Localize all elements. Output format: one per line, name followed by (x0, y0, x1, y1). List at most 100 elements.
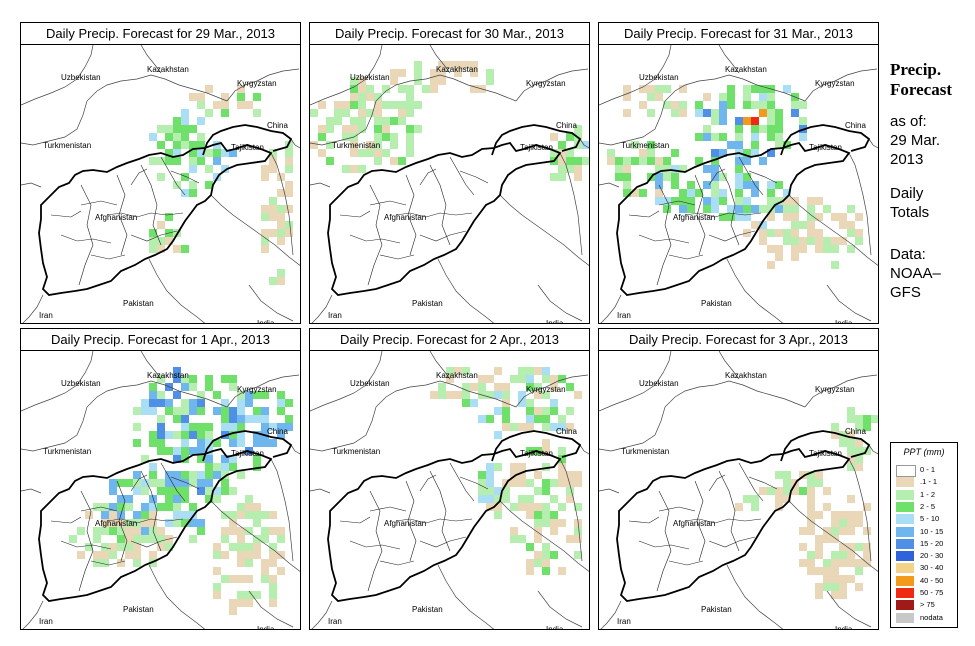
precip-cell (767, 109, 775, 117)
precip-cell (285, 415, 293, 423)
precip-cell (430, 69, 438, 77)
precip-cell (767, 213, 775, 221)
precip-cell (358, 165, 366, 173)
province-border (349, 540, 401, 550)
precip-cell (623, 181, 631, 189)
precip-cell (574, 551, 582, 559)
precip-cell (229, 487, 237, 495)
map-label-kyrgyzstan: Kyrgyzstan (526, 79, 566, 88)
map-label-india: India (546, 319, 564, 324)
precip-cell (197, 447, 205, 455)
precip-cell (767, 133, 775, 141)
precip-cell (157, 487, 165, 495)
country-border (718, 45, 740, 74)
precip-cell (502, 407, 510, 415)
precip-cell (534, 367, 542, 375)
precip-cell (149, 407, 157, 415)
precip-cell (261, 423, 269, 431)
precip-cell (253, 415, 261, 423)
precip-cell (197, 439, 205, 447)
map-label-pakistan: Pakistan (701, 605, 732, 614)
precip-cell (558, 165, 566, 173)
precip-cell (823, 237, 831, 245)
precip-cell (165, 447, 173, 455)
panel-title: Daily Precip. Forecast for 31 Mar., 2013 (599, 23, 878, 45)
precip-cell (197, 407, 205, 415)
legend-label: 30 - 40 (920, 563, 944, 573)
precip-cell (550, 423, 558, 431)
precip-cell (245, 599, 253, 607)
precip-cell (518, 375, 526, 383)
legend-label: nodata (920, 612, 943, 622)
province-border (140, 470, 162, 552)
precip-cell (534, 551, 542, 559)
precip-cell (542, 543, 550, 551)
precip-cell (285, 165, 293, 173)
precip-cell (141, 487, 149, 495)
precip-cell (615, 165, 623, 173)
precip-cell (181, 447, 189, 455)
country-border (22, 294, 44, 323)
precip-cell (510, 503, 518, 511)
country-border (311, 294, 333, 323)
precip-cell (847, 245, 855, 253)
country-border (718, 351, 740, 380)
precip-cell (486, 375, 494, 383)
precip-cell (719, 93, 727, 101)
precip-cell (671, 165, 679, 173)
precip-cell (815, 567, 823, 575)
precip-cell (711, 133, 719, 141)
precip-cell (847, 221, 855, 229)
precip-cell (743, 85, 751, 93)
legend-swatch (896, 538, 914, 549)
precip-cell (462, 61, 470, 69)
precip-cell (510, 423, 518, 431)
province-border (405, 174, 417, 256)
precip-cell (390, 77, 398, 85)
precip-cell (197, 519, 205, 527)
province-border (80, 200, 118, 206)
precip-cell (221, 423, 229, 431)
country-border (579, 444, 589, 455)
precip-cell (807, 495, 815, 503)
precip-cell (237, 535, 245, 543)
precip-cell (181, 141, 189, 149)
precip-cell (574, 535, 582, 543)
map-label-tajikistan: Tajikistan (231, 143, 264, 152)
precip-cell (269, 149, 277, 157)
precip-cell (727, 141, 735, 149)
country-border (537, 590, 583, 628)
precip-cell (285, 181, 293, 189)
precip-cell (671, 173, 679, 181)
side-title: Precip. Forecast (890, 60, 952, 100)
precip-cell (542, 503, 550, 511)
precip-cell (229, 511, 237, 519)
precip-cell (261, 415, 269, 423)
precip-cell (334, 101, 342, 109)
country-border (21, 74, 228, 146)
precip-cell (799, 487, 807, 495)
precip-cell (719, 213, 727, 221)
precip-cell (277, 407, 285, 415)
precip-cell (831, 519, 839, 527)
precip-cell (831, 559, 839, 567)
precip-cell (839, 543, 847, 551)
precip-cell (542, 447, 550, 455)
precip-cell (526, 423, 534, 431)
precip-cell (157, 527, 165, 535)
precip-cell (831, 213, 839, 221)
precip-cell (855, 229, 863, 237)
precip-cell (277, 189, 285, 197)
precip-cell (839, 591, 847, 599)
precip-cell (663, 101, 671, 109)
precip-cell (269, 527, 277, 535)
precip-cell (647, 149, 655, 157)
precip-cell (358, 125, 366, 133)
forecast-map (21, 45, 300, 323)
precip-cell (261, 535, 269, 543)
precip-cell (141, 503, 149, 511)
precip-cell (775, 141, 783, 149)
province-border (419, 536, 467, 548)
legend-swatch (896, 575, 914, 586)
precip-cell (165, 407, 173, 415)
